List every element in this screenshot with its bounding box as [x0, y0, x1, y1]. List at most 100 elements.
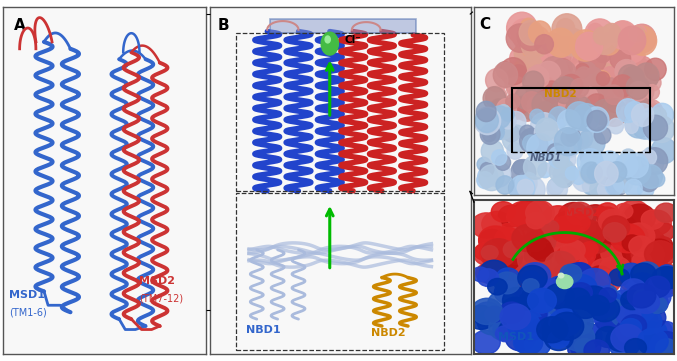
Circle shape — [588, 257, 611, 277]
Circle shape — [645, 84, 659, 100]
Circle shape — [615, 60, 638, 83]
Circle shape — [556, 294, 588, 321]
Circle shape — [483, 87, 506, 110]
Circle shape — [602, 78, 619, 95]
Circle shape — [629, 82, 648, 101]
Circle shape — [512, 296, 541, 321]
Circle shape — [569, 245, 595, 268]
Circle shape — [507, 143, 523, 159]
Circle shape — [641, 149, 657, 165]
Circle shape — [522, 38, 542, 58]
Circle shape — [525, 26, 550, 52]
Circle shape — [590, 176, 615, 202]
Circle shape — [485, 118, 505, 139]
Circle shape — [645, 75, 661, 91]
Circle shape — [541, 132, 563, 155]
Circle shape — [594, 161, 618, 186]
Circle shape — [569, 313, 586, 329]
Circle shape — [541, 57, 568, 84]
Bar — [270, 19, 416, 33]
Circle shape — [501, 98, 522, 120]
Circle shape — [648, 104, 661, 118]
Circle shape — [480, 124, 500, 144]
Circle shape — [499, 320, 521, 339]
Circle shape — [645, 239, 674, 264]
Circle shape — [626, 96, 642, 112]
Circle shape — [516, 307, 546, 333]
Circle shape — [566, 102, 592, 129]
Circle shape — [564, 299, 587, 319]
Circle shape — [575, 338, 594, 355]
Circle shape — [567, 202, 593, 225]
Circle shape — [515, 267, 531, 281]
Circle shape — [560, 65, 577, 83]
Circle shape — [639, 241, 670, 267]
Circle shape — [588, 23, 603, 39]
Circle shape — [633, 81, 654, 103]
Circle shape — [638, 329, 668, 354]
Circle shape — [502, 312, 535, 339]
Circle shape — [619, 266, 651, 293]
Text: Cl⁻: Cl⁻ — [344, 35, 361, 45]
Circle shape — [514, 95, 540, 121]
Circle shape — [615, 61, 633, 79]
Circle shape — [528, 50, 547, 69]
Circle shape — [565, 274, 597, 301]
Circle shape — [542, 220, 559, 234]
Circle shape — [571, 63, 598, 91]
Circle shape — [515, 309, 542, 333]
Circle shape — [525, 334, 551, 356]
Circle shape — [645, 58, 666, 81]
Circle shape — [596, 54, 619, 78]
Circle shape — [547, 161, 561, 175]
Circle shape — [475, 244, 494, 260]
Circle shape — [481, 245, 498, 260]
Circle shape — [481, 239, 516, 268]
Circle shape — [517, 23, 544, 51]
Circle shape — [630, 308, 662, 335]
Circle shape — [599, 288, 617, 303]
Circle shape — [579, 87, 598, 106]
Text: NBD2: NBD2 — [544, 89, 576, 99]
Circle shape — [482, 212, 512, 237]
Circle shape — [533, 70, 551, 89]
Circle shape — [631, 228, 648, 242]
Circle shape — [595, 84, 609, 98]
Circle shape — [625, 101, 645, 122]
Circle shape — [550, 62, 571, 83]
Circle shape — [639, 319, 667, 343]
Circle shape — [472, 267, 489, 282]
Circle shape — [651, 103, 674, 127]
Circle shape — [575, 32, 603, 60]
Circle shape — [622, 216, 638, 230]
Circle shape — [511, 263, 537, 285]
Circle shape — [523, 71, 544, 93]
Circle shape — [608, 50, 626, 69]
Circle shape — [517, 265, 537, 283]
Circle shape — [541, 257, 574, 285]
Circle shape — [513, 160, 527, 175]
Circle shape — [624, 157, 651, 185]
Circle shape — [558, 28, 585, 56]
Circle shape — [625, 66, 645, 86]
Circle shape — [655, 203, 677, 222]
Circle shape — [600, 286, 617, 300]
Circle shape — [556, 247, 580, 266]
Circle shape — [623, 168, 648, 194]
Circle shape — [512, 97, 528, 114]
Circle shape — [653, 283, 671, 298]
Circle shape — [526, 68, 552, 95]
Circle shape — [579, 269, 610, 295]
Circle shape — [631, 263, 656, 285]
Circle shape — [516, 242, 534, 258]
Circle shape — [629, 82, 646, 99]
Circle shape — [498, 205, 524, 227]
Circle shape — [548, 47, 568, 68]
Circle shape — [642, 241, 670, 264]
Circle shape — [588, 44, 611, 69]
Circle shape — [609, 216, 640, 242]
Circle shape — [527, 238, 551, 258]
Circle shape — [548, 286, 567, 301]
Circle shape — [471, 298, 502, 325]
Circle shape — [552, 158, 571, 177]
